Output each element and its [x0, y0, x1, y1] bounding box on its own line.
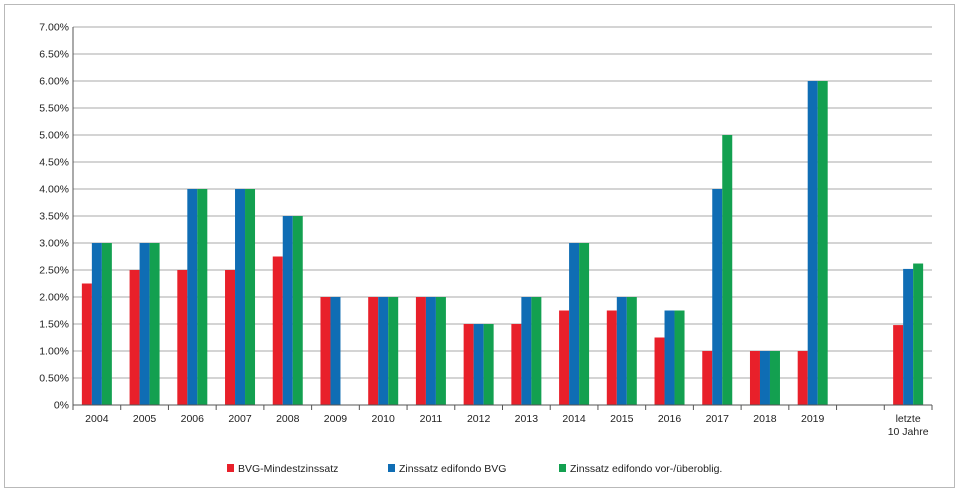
bar [559, 310, 570, 405]
bar [521, 297, 532, 405]
bar [91, 243, 102, 405]
x-tick-label: 2004 [85, 413, 109, 425]
bar [893, 325, 904, 405]
x-axis-tick-labels: 2004 2005 2006 2007 2008 2009 2010 2011 2012 2013… [85, 413, 929, 438]
x-tick-label: 2007 [228, 413, 252, 425]
legend-label: Zinssatz edifondo BVG [399, 463, 506, 475]
axes [72, 27, 933, 410]
legend: BVG-Mindestzinssatz Zinssatz edifondo BVG… [227, 463, 722, 475]
x-tick-label: 2012 [467, 413, 491, 425]
x-tick-label: 2006 [181, 413, 205, 425]
y-axis-tick-labels: 0% 0.50% 1.00% 1.50% 2.00% 2.50% 3.00% 3.50% 4.0… [39, 22, 69, 412]
bar [330, 297, 341, 405]
bar [674, 310, 685, 405]
y-tick-label: 3.00% [39, 238, 69, 250]
x-tick-label: 2014 [562, 413, 586, 425]
legend-swatch [388, 464, 395, 472]
y-tick-label: 1.50% [39, 319, 69, 331]
x-tick-label: 2018 [753, 413, 777, 425]
bar [903, 268, 914, 405]
bar-chart: 0% 0.50% 1.00% 1.50% 2.00% 2.50% 3.00% 3.50% 4.0… [39, 22, 933, 475]
y-tick-label: 4.50% [39, 157, 69, 169]
x-tick-label: 2016 [658, 413, 682, 425]
bar [712, 189, 723, 405]
x-tick-label: 2017 [706, 413, 730, 425]
bar [272, 256, 283, 405]
y-tick-label: 6.00% [39, 76, 69, 88]
x-tick-label: 2005 [133, 413, 157, 425]
chart-frame: 0% 0.50% 1.00% 1.50% 2.00% 2.50% 3.00% 3.50% 4.0… [4, 4, 955, 488]
bar [149, 243, 160, 405]
bar [913, 263, 924, 405]
bar [225, 270, 236, 405]
bar [282, 216, 293, 405]
legend-swatch [559, 464, 566, 472]
bar [579, 243, 590, 405]
bar [463, 324, 474, 405]
bar [187, 189, 198, 405]
bar [702, 351, 713, 405]
y-tick-label: 0% [54, 400, 69, 412]
bar [759, 351, 770, 405]
x-tick-label: 10 Jahre [888, 426, 929, 438]
bar [483, 324, 494, 405]
x-tick-label: 2013 [515, 413, 539, 425]
bar [388, 297, 399, 405]
y-tick-label: 2.00% [39, 292, 69, 304]
bar [235, 189, 246, 405]
bar [292, 216, 303, 405]
bar [769, 351, 780, 405]
y-tick-label: 7.00% [39, 22, 69, 34]
bar [531, 297, 542, 405]
y-tick-label: 0.50% [39, 373, 69, 385]
bar [606, 310, 617, 405]
bar [139, 243, 150, 405]
x-tick-label: 2019 [801, 413, 825, 425]
x-tick-label: 2008 [276, 413, 300, 425]
bar [626, 297, 637, 405]
y-tick-label: 3.50% [39, 211, 69, 223]
bar [245, 189, 256, 405]
bar [378, 297, 389, 405]
bar [415, 297, 426, 405]
bar [817, 81, 828, 405]
gridlines [73, 26, 932, 379]
bar [368, 297, 379, 405]
bar [129, 270, 140, 405]
bar [473, 324, 484, 405]
legend-label: Zinssatz edifondo vor-/überoblig. [570, 463, 722, 475]
bar [664, 310, 675, 405]
bar [320, 297, 331, 405]
y-tick-label: 2.50% [39, 265, 69, 277]
x-tick-label: letzte [896, 413, 921, 425]
bar [797, 351, 808, 405]
bar [722, 135, 733, 405]
y-tick-label: 5.50% [39, 103, 69, 115]
bar [177, 270, 188, 405]
bar [654, 337, 665, 405]
bars [81, 81, 924, 405]
bar [101, 243, 112, 405]
legend-label: BVG-Mindestzinssatz [238, 463, 338, 475]
x-tick-label: 2010 [372, 413, 396, 425]
bar [81, 283, 92, 405]
y-tick-label: 6.50% [39, 49, 69, 61]
x-tick-label: 2011 [420, 413, 443, 425]
legend-swatch [227, 464, 234, 472]
x-tick-label: 2015 [610, 413, 634, 425]
bar [197, 189, 208, 405]
bar [511, 324, 522, 405]
y-tick-label: 1.00% [39, 346, 69, 358]
y-tick-label: 5.00% [39, 130, 69, 142]
bar [616, 297, 627, 405]
bar [425, 297, 436, 405]
x-tick-label: 2009 [324, 413, 348, 425]
bar [807, 81, 818, 405]
y-tick-label: 4.00% [39, 184, 69, 196]
bar [569, 243, 580, 405]
bar [749, 351, 760, 405]
bar [435, 297, 446, 405]
